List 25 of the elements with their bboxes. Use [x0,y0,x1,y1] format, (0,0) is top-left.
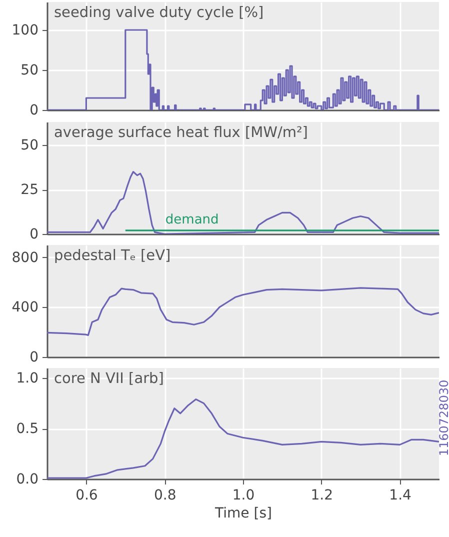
y-tick-label: 0.5 [16,421,38,438]
y-tick-label: 0 [30,350,38,366]
x-tick-label: 0.8 [154,488,176,504]
x-tick-label: 0.6 [76,488,98,504]
y-tick-label: 400 [12,300,38,316]
y-tick-label: 800 [12,250,38,266]
y-tick-label: 1.0 [16,370,38,387]
chart-title: average surface heat flux [MW/m²] [54,125,308,141]
x-tick-label: 1.2 [310,488,334,504]
annotation: 1160728030 [437,380,449,456]
x-tick-label: 1.4 [389,488,412,504]
series-label: demand [165,212,219,228]
y-tick-label: 100 [12,22,38,38]
y-tick-label: 0.0 [16,472,38,488]
y-tick-label: 0 [30,102,38,118]
chart-title: pedestal Tₑ [eV] [54,248,171,264]
x-tick-label: 1.0 [232,488,255,504]
chart-title: core N VII [arb] [54,371,164,387]
y-tick-label: 25 [20,182,38,198]
y-tick-label: 50 [20,138,38,154]
y-tick-label: 0 [30,226,38,242]
y-tick-label: 50 [20,62,38,78]
chart-title: seeding valve duty cycle [%] [54,5,264,21]
x-axis-title: Time [s] [214,506,272,522]
line-series [47,287,439,336]
